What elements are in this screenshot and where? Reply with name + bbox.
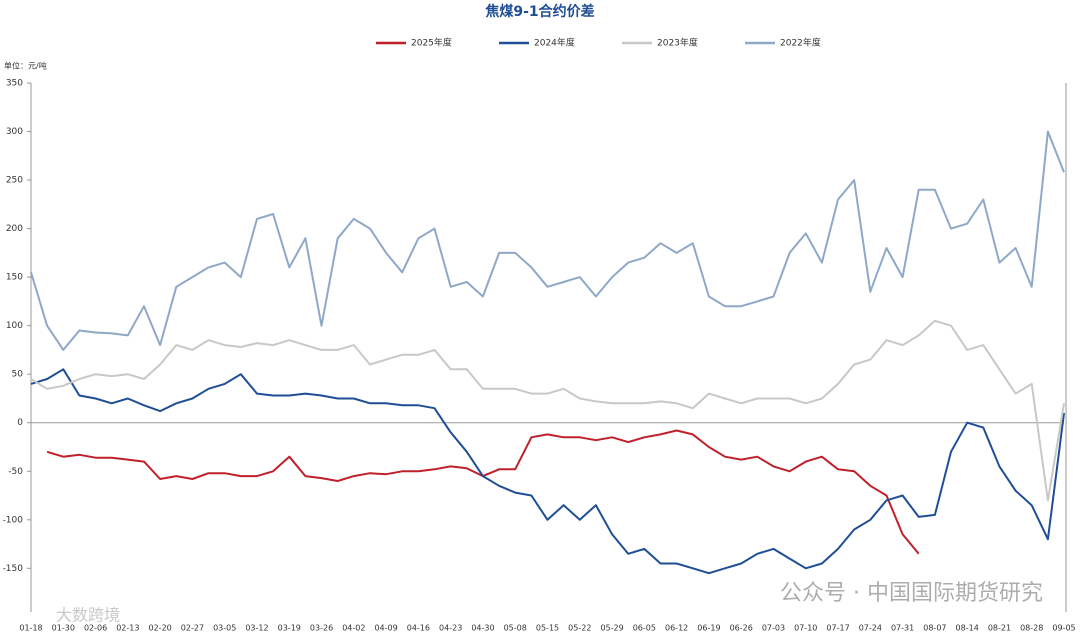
x-tick-label: 07-24 <box>859 624 882 633</box>
watermark: 大数跨境 <box>56 606 120 625</box>
x-tick-label: 08-07 <box>923 624 946 633</box>
y-tick-label: 100 <box>6 321 23 331</box>
x-tick-label: 04-30 <box>471 624 494 633</box>
y-tick-label: 50 <box>12 370 24 380</box>
x-tick-label: 06-26 <box>730 624 753 633</box>
y-tick-label: 0 <box>17 418 23 428</box>
x-tick-label: 01-18 <box>19 624 42 633</box>
y-tick-label: 150 <box>6 273 23 283</box>
y-tick-label: 250 <box>6 176 23 186</box>
x-tick-label: 04-16 <box>407 624 430 633</box>
x-tick-label: 04-23 <box>439 624 462 633</box>
x-tick-label: 07-31 <box>891 624 914 633</box>
x-tick-label: 06-05 <box>633 624 656 633</box>
x-tick-label: 05-22 <box>568 624 591 633</box>
x-tick-label: 03-19 <box>278 624 301 633</box>
x-tick-label: 02-27 <box>181 624 204 633</box>
x-tick-label: 03-26 <box>310 624 333 633</box>
y-tick-label: 200 <box>6 224 23 234</box>
x-tick-label: 07-03 <box>762 624 785 633</box>
x-tick-label: 06-12 <box>665 624 688 633</box>
x-tick-label: 03-05 <box>213 624 236 633</box>
series-line <box>30 368 1065 575</box>
x-tick-label: 08-28 <box>1020 624 1043 633</box>
x-tick-label: 01-30 <box>52 624 75 633</box>
x-tick-label: 02-13 <box>116 624 139 633</box>
x-tick-label: 07-10 <box>794 624 817 633</box>
x-tick-label: 06-19 <box>697 624 720 633</box>
x-tick-label: 03-12 <box>245 624 268 633</box>
x-tick-label: 02-06 <box>84 624 107 633</box>
x-tick-label: 07-17 <box>826 624 849 633</box>
x-tick-label: 04-09 <box>374 624 397 633</box>
x-tick-label: 08-21 <box>988 624 1011 633</box>
watermark: 公众号 · 中国国际期货研究 <box>780 581 1043 606</box>
legend-label: 2022年度 <box>780 37 821 49</box>
x-tick-label: 05-08 <box>504 624 527 633</box>
series-line <box>46 429 920 555</box>
legend-label: 2025年度 <box>411 37 452 49</box>
x-tick-label: 05-15 <box>536 624 559 633</box>
y-tick-label: -50 <box>8 467 23 477</box>
y-unit-label: 单位：元/吨 <box>4 61 47 71</box>
chart-title: 焦煤9-1合约价差 <box>484 3 594 20</box>
y-tick-label: 350 <box>6 79 23 89</box>
y-tick-label: -150 <box>3 564 24 574</box>
series-line <box>30 319 1065 502</box>
x-tick-label: 04-02 <box>342 624 365 633</box>
legend-label: 2023年度 <box>657 37 698 49</box>
legend-label: 2024年度 <box>534 37 575 49</box>
x-tick-label: 09-05 <box>1052 624 1075 633</box>
x-tick-label: 05-29 <box>600 624 623 633</box>
y-tick-label: 300 <box>6 127 23 137</box>
x-tick-label: 08-14 <box>956 624 979 633</box>
y-tick-label: -100 <box>3 515 24 525</box>
x-tick-label: 02-20 <box>149 624 172 633</box>
series-line <box>30 130 1065 351</box>
